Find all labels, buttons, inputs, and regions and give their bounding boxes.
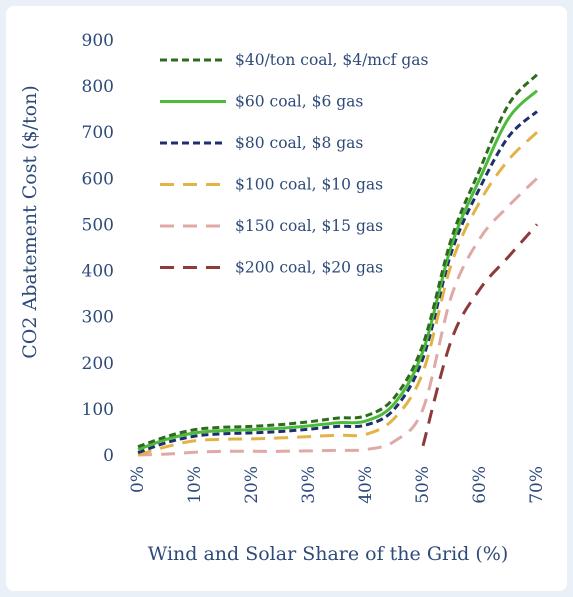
x-tick-label: 60% — [470, 466, 490, 504]
y-tick-label: 400 — [82, 262, 114, 282]
x-axis-title: Wind and Solar Share of the Grid (%) — [148, 543, 509, 565]
y-tick-label: 100 — [82, 400, 114, 420]
legend-label: $80 coal, $8 gas — [235, 134, 363, 152]
y-tick-label: 600 — [82, 169, 114, 189]
x-tick-label: 70% — [527, 466, 547, 504]
y-axis-ticks: 0 100 200 300 400 500 600 700 800 900 — [82, 31, 114, 466]
series-line — [137, 73, 539, 449]
x-tick-label: 20% — [242, 466, 262, 504]
y-tick-label: 800 — [82, 77, 114, 97]
series-line — [137, 110, 538, 455]
y-axis-title: CO2 Abatement Cost ($/ton) — [19, 85, 41, 359]
y-tick-label: 200 — [82, 354, 114, 374]
series-line — [137, 89, 539, 451]
x-axis-ticks: 0% 10% 20% 30% 40% 50% 60% 70% — [128, 466, 547, 504]
legend-label: $100 coal, $10 gas — [235, 176, 383, 194]
legend-label: $150 coal, $15 gas — [235, 217, 383, 235]
y-tick-label: 700 — [82, 123, 114, 143]
y-tick-label: 900 — [82, 31, 114, 51]
y-tick-label: 300 — [82, 308, 114, 328]
chart-frame — [6, 6, 567, 591]
y-tick-label: 0 — [103, 446, 114, 466]
x-tick-label: 30% — [299, 466, 319, 504]
series-line — [137, 177, 539, 457]
y-tick-label: 500 — [82, 215, 114, 235]
legend-label: $60 coal, $6 gas — [235, 93, 363, 111]
series-line — [421, 223, 539, 447]
plot-area — [137, 73, 539, 457]
legend-label: $40/ton coal, $4/mcf gas — [235, 51, 428, 69]
legend-label: $200 coal, $20 gas — [235, 259, 383, 277]
x-tick-label: 0% — [128, 466, 148, 493]
legend: $40/ton coal, $4/mcf gas $60 coal, $6 gas… — [160, 51, 428, 277]
x-tick-label: 40% — [356, 466, 376, 504]
x-tick-label: 50% — [413, 466, 433, 504]
x-tick-label: 10% — [185, 466, 205, 504]
series-line — [137, 131, 539, 457]
